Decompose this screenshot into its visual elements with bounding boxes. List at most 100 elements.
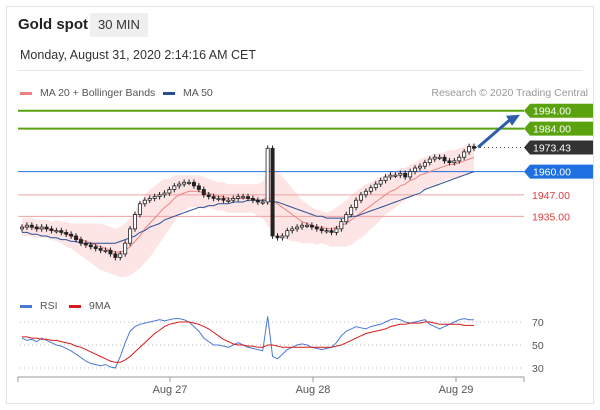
candle-body	[363, 190, 368, 196]
candle-body	[408, 171, 413, 178]
level-label: 1984.00	[533, 124, 571, 136]
projection-arrow-shaft	[477, 118, 511, 149]
rsi-tick-label: 30	[532, 363, 544, 375]
candle-body	[132, 214, 137, 230]
legend-rsi-ma-label: 9MA	[89, 300, 111, 312]
candle-body	[270, 147, 275, 237]
candle-body	[285, 230, 290, 237]
candle-body	[44, 226, 49, 230]
x-tick-label: Aug 28	[296, 384, 331, 396]
bollinger-swatch	[20, 91, 32, 95]
candle-body	[324, 230, 329, 233]
candle-body	[457, 156, 462, 162]
candle-body	[358, 194, 363, 201]
rsi-line	[21, 316, 474, 369]
candle-body	[295, 226, 300, 230]
candle-body	[108, 249, 113, 255]
candle-body	[34, 226, 39, 230]
legend-rsi-ma: 9MA	[69, 300, 111, 312]
candle-body	[88, 244, 93, 248]
rsi-ma-swatch	[69, 304, 81, 308]
candle-body	[398, 172, 403, 176]
candle-body	[467, 146, 472, 153]
candle-body	[462, 151, 467, 158]
candle-body	[49, 228, 54, 232]
candle-body	[24, 224, 29, 228]
x-tick-label: Aug 29	[439, 384, 474, 396]
candle-body	[103, 249, 108, 252]
candle-body	[290, 228, 295, 232]
legend-rsi-label: RSI	[40, 300, 58, 312]
candle-body	[334, 228, 339, 233]
rsi-ma-line	[22, 321, 474, 363]
bollinger-band	[22, 142, 474, 278]
legend-bollinger: MA 20 + Bollinger Bands	[20, 87, 155, 99]
candle-body	[182, 181, 187, 185]
level-label: 1947.00	[532, 190, 570, 202]
candle-body	[137, 203, 142, 215]
header-divider	[18, 70, 582, 71]
level-label: 1973.43	[533, 143, 571, 155]
candle-body	[54, 230, 59, 233]
candle-body	[304, 224, 309, 227]
candle-body	[314, 226, 319, 230]
candle-body	[231, 198, 236, 201]
candle-body	[245, 196, 250, 199]
candle-body	[98, 248, 103, 251]
x-tick-label: Aug 27	[153, 384, 188, 396]
candle-body	[187, 181, 192, 184]
candle-body	[201, 189, 206, 196]
credit-text: Research © 2020 Trading Central	[431, 87, 588, 99]
level-box-current	[524, 140, 593, 155]
candle-body	[368, 187, 373, 192]
candle-body	[383, 176, 388, 181]
candle-body	[59, 230, 64, 233]
candle-body	[265, 147, 270, 203]
level-label: 1935.00	[532, 211, 570, 223]
ma50-swatch	[163, 91, 175, 95]
candle-body	[427, 158, 432, 164]
candle-body	[403, 172, 408, 178]
candle-body	[442, 156, 447, 162]
candle-body	[83, 242, 88, 246]
candle-body	[157, 194, 162, 198]
candle-body	[206, 194, 211, 198]
candle-body	[255, 199, 260, 203]
candle-body	[432, 156, 437, 160]
candle-body	[167, 189, 172, 194]
candle-body	[128, 228, 133, 244]
rsi-tick-label: 70	[532, 317, 544, 329]
candle-body	[471, 146, 476, 149]
level-box-target	[524, 121, 593, 136]
candle-body	[142, 199, 147, 205]
candle-body	[69, 233, 74, 237]
projection-arrow-head	[506, 114, 520, 126]
candle-body	[211, 196, 216, 199]
level-box-target	[524, 103, 593, 118]
candle-body	[64, 232, 69, 235]
candle-body	[147, 198, 152, 201]
legend-ma50: MA 50	[163, 87, 213, 99]
candle-body	[329, 230, 334, 233]
candle-body	[452, 160, 457, 164]
candle-body	[216, 198, 221, 201]
legend-ma50-label: MA 50	[183, 87, 213, 99]
rsi-swatch	[20, 304, 32, 308]
legend-rsi: RSI	[20, 300, 58, 312]
candle-body	[280, 235, 285, 239]
candle-body	[226, 199, 231, 202]
candle-body	[275, 235, 280, 239]
candle-body	[413, 167, 418, 172]
candle-body	[319, 228, 324, 232]
level-box-ma50	[524, 164, 593, 179]
candle-body	[177, 183, 182, 187]
candle-body	[309, 224, 314, 228]
level-label: 1994.00	[533, 106, 571, 118]
timeframe-badge[interactable]: 30 MIN	[90, 13, 148, 37]
candle-body	[191, 181, 196, 187]
candle-body	[78, 239, 83, 244]
candle-body	[118, 253, 123, 258]
instrument-title: Gold spot	[18, 16, 88, 33]
candle-body	[354, 199, 359, 208]
